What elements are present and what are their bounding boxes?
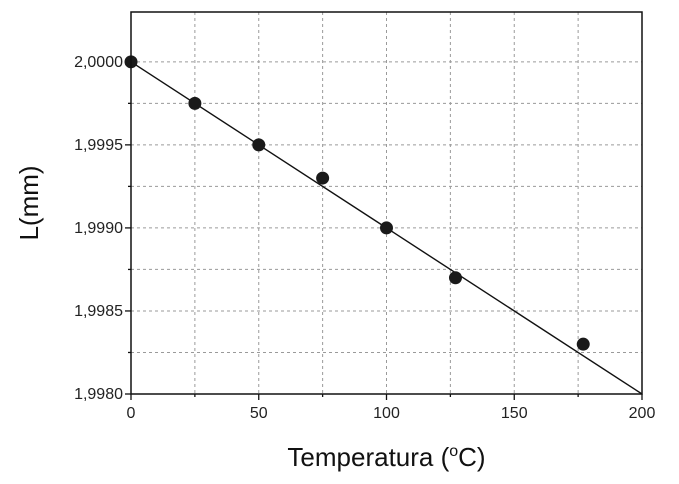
plot-frame (130, 11, 643, 395)
y-tick-label: 1,9995 (74, 137, 123, 154)
x-tick-label: 50 (250, 405, 268, 422)
x-tick-labels: 0 50 100 150 200 (127, 405, 656, 422)
data-point (576, 337, 590, 351)
x-tick-label: 0 (127, 405, 136, 422)
x-tick-label: 200 (629, 405, 656, 422)
data-point (252, 138, 266, 152)
data-point (188, 96, 202, 110)
y-axis-title: L(mm) (14, 165, 44, 240)
data-point (448, 271, 462, 285)
y-tick-labels: 1,9980 1,9985 1,9990 1,9995 2,0000 (74, 54, 123, 403)
x-axis-title: Temperatura (oC) (287, 442, 485, 472)
x-tick-label: 100 (373, 405, 400, 422)
y-tick-label: 1,9980 (74, 386, 123, 403)
x-tick-label: 150 (501, 405, 528, 422)
y-tick-label: 1,9985 (74, 303, 123, 320)
y-tick-label: 1,9990 (74, 220, 123, 237)
data-point (316, 171, 330, 185)
y-tick-label: 2,0000 (74, 54, 123, 71)
grid (131, 11, 642, 394)
x-axis-title-degree: o (449, 443, 458, 460)
x-axis-title-main: Temperatura ( (287, 442, 449, 472)
x-axis-title-unit: C) (458, 442, 485, 472)
data-points (124, 55, 590, 351)
data-point (380, 221, 393, 235)
